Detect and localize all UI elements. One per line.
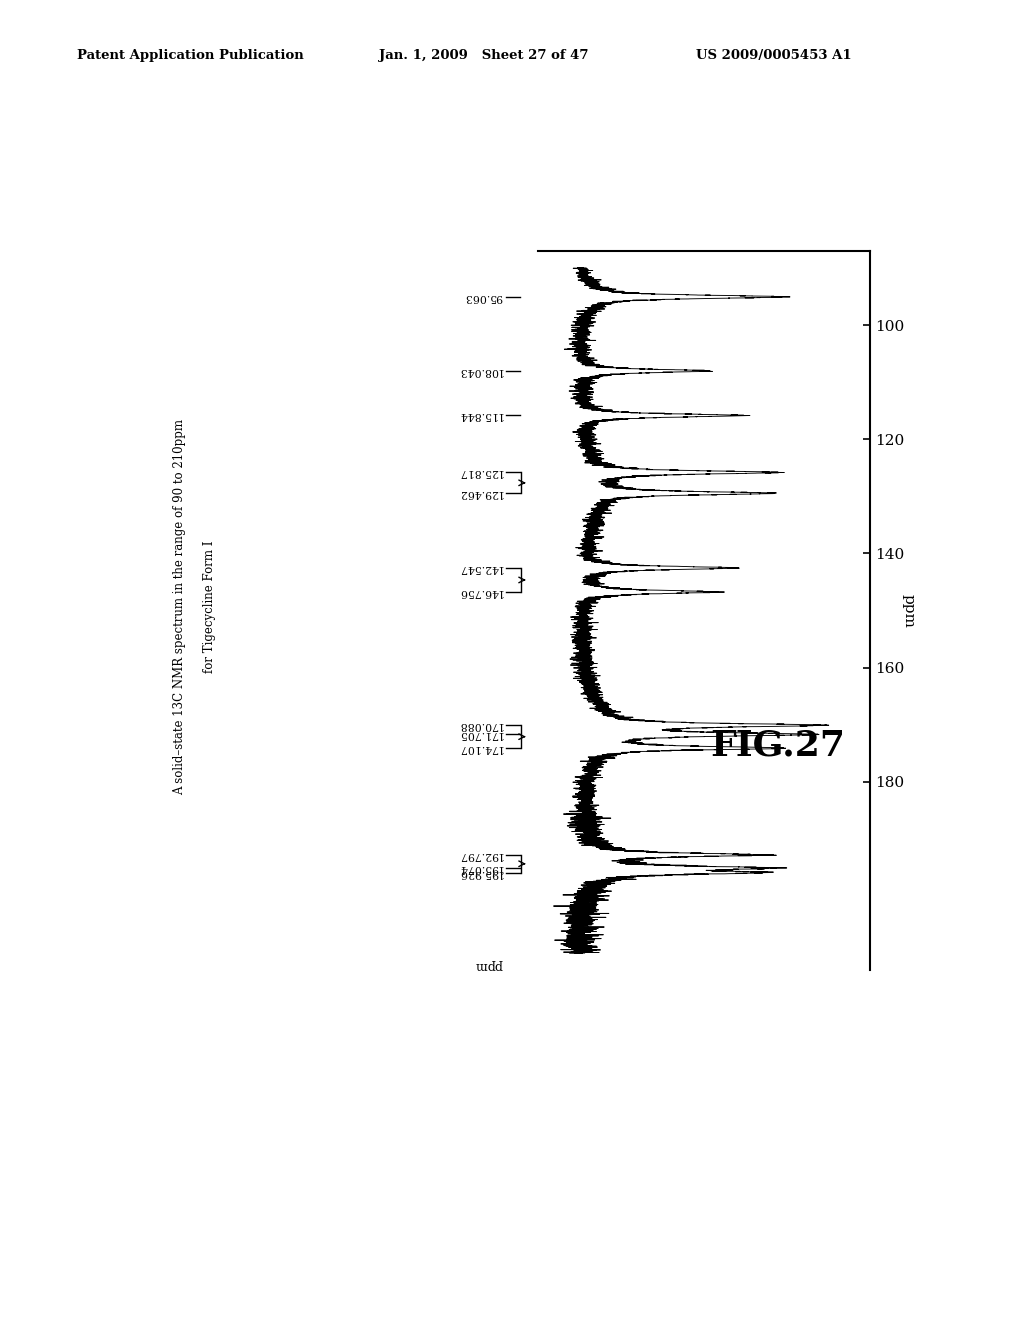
Text: 192.797: 192.797 [458,850,503,859]
Text: 146.756: 146.756 [458,587,503,597]
Text: Jan. 1, 2009   Sheet 27 of 47: Jan. 1, 2009 Sheet 27 of 47 [379,49,589,62]
Text: Patent Application Publication: Patent Application Publication [77,49,303,62]
Text: 115.844: 115.844 [458,411,503,421]
Text: 125.817: 125.817 [458,467,503,478]
Text: for Tigecycline Form I: for Tigecycline Form I [204,541,216,673]
Text: ppm: ppm [474,958,503,972]
Text: 174.107: 174.107 [458,743,503,754]
Text: 195.926: 195.926 [458,867,503,878]
Text: US 2009/0005453 A1: US 2009/0005453 A1 [696,49,852,62]
Text: 171.705: 171.705 [458,730,503,739]
Text: 129.462: 129.462 [458,488,503,498]
Y-axis label: ppm: ppm [901,594,915,627]
Text: 142.547: 142.547 [458,562,503,573]
Text: 170.088: 170.088 [457,721,503,730]
Text: 95.063: 95.063 [464,292,503,302]
Text: FIG.27: FIG.27 [711,729,846,763]
Text: A solid–state 13C NMR spectrum in the range of 90 to 210ppm: A solid–state 13C NMR spectrum in the ra… [173,420,185,795]
Text: 195.074: 195.074 [458,863,503,873]
Text: 108.043: 108.043 [457,366,503,376]
